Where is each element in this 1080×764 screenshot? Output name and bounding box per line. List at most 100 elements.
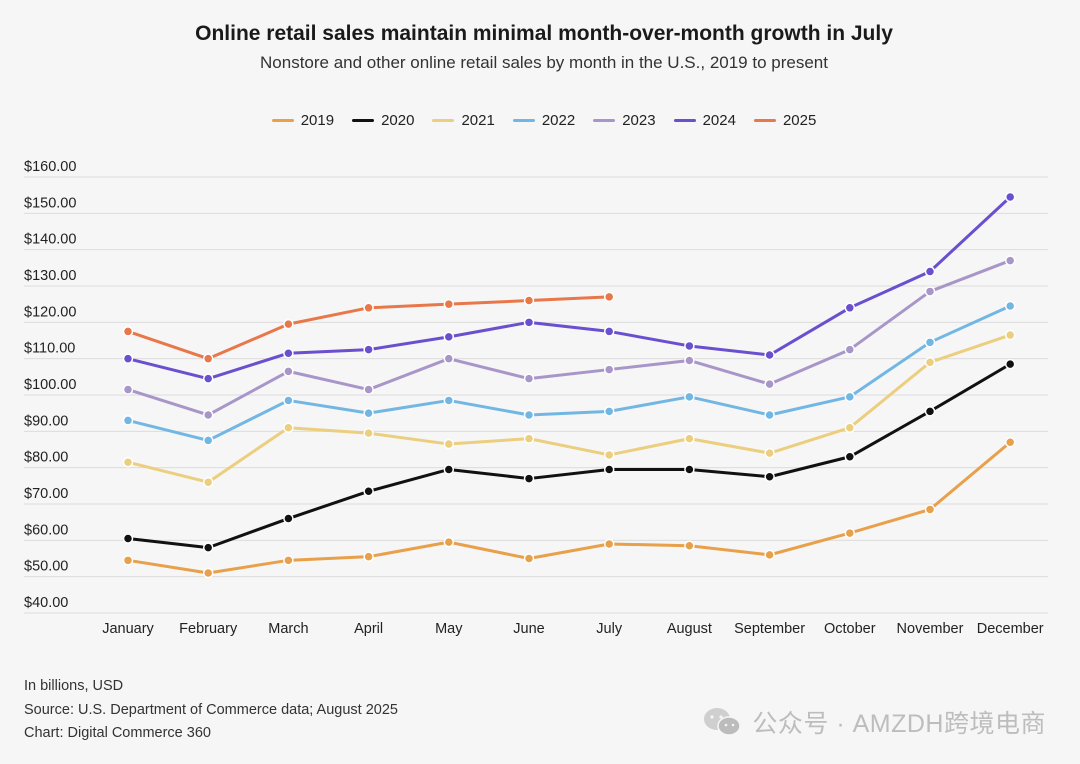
data-point-2019[interactable]: [122, 555, 134, 566]
data-point-2025[interactable]: [443, 298, 455, 310]
series-line-2024: [126, 195, 1012, 381]
data-point-2024[interactable]: [363, 344, 374, 355]
data-point-2025[interactable]: [283, 318, 294, 330]
data-point-2024[interactable]: [523, 317, 535, 328]
y-tick-label: $90.00: [24, 413, 68, 429]
data-point-2021[interactable]: [603, 449, 615, 461]
data-point-2022[interactable]: [764, 409, 775, 421]
data-point-2022[interactable]: [1004, 300, 1016, 312]
data-point-2022[interactable]: [844, 391, 856, 403]
legend-item-2025[interactable]: 2025: [753, 112, 817, 129]
data-point-2022[interactable]: [603, 406, 615, 417]
data-point-2020[interactable]: [764, 471, 775, 482]
data-point-2025[interactable]: [202, 353, 214, 364]
data-point-2023[interactable]: [684, 355, 695, 366]
data-point-2022[interactable]: [684, 391, 695, 403]
data-point-2021[interactable]: [443, 438, 455, 450]
chart-subtitle: Nonstore and other online retail sales b…: [260, 53, 828, 72]
data-point-2019[interactable]: [363, 551, 374, 562]
data-point-2025[interactable]: [523, 295, 535, 306]
data-point-2020[interactable]: [523, 473, 535, 484]
data-point-2023[interactable]: [523, 373, 535, 384]
data-point-2021[interactable]: [523, 433, 535, 444]
data-point-2023[interactable]: [1004, 255, 1016, 266]
data-point-2019[interactable]: [924, 504, 936, 515]
data-point-2019[interactable]: [1004, 436, 1016, 448]
data-point-2021[interactable]: [764, 447, 775, 459]
data-point-2023[interactable]: [202, 409, 214, 421]
data-point-2019[interactable]: [764, 549, 775, 561]
legend-item-2024[interactable]: 2024: [673, 112, 736, 129]
data-point-2025[interactable]: [363, 302, 374, 314]
data-point-2025[interactable]: [603, 291, 615, 303]
data-point-2021[interactable]: [122, 456, 134, 468]
data-point-2021[interactable]: [202, 476, 214, 488]
y-tick-label: $130.00: [24, 268, 76, 284]
units-note: In billions, USD: [24, 678, 124, 694]
data-point-2019[interactable]: [202, 567, 214, 579]
data-point-2020[interactable]: [283, 513, 294, 524]
data-point-2023[interactable]: [443, 353, 455, 364]
data-point-2024[interactable]: [202, 373, 214, 384]
data-point-2023[interactable]: [844, 344, 856, 355]
series-line-2023: [126, 259, 1012, 417]
data-point-2024[interactable]: [684, 340, 695, 352]
data-point-2020[interactable]: [1004, 358, 1016, 370]
legend-item-2019[interactable]: 2019: [271, 112, 334, 129]
legend-item-2023[interactable]: 2023: [593, 112, 656, 129]
data-point-2022[interactable]: [363, 407, 374, 419]
data-point-2022[interactable]: [122, 415, 134, 426]
x-tick-label: November: [897, 621, 964, 637]
data-point-2021[interactable]: [684, 433, 695, 444]
data-point-2023[interactable]: [122, 384, 134, 395]
y-tick-label: $100.00: [24, 377, 76, 393]
data-point-2019[interactable]: [443, 536, 455, 548]
data-point-2024[interactable]: [443, 331, 455, 343]
series-line-2022: [126, 304, 1012, 442]
data-point-2023[interactable]: [283, 366, 294, 377]
data-point-2020[interactable]: [122, 533, 134, 544]
data-point-2021[interactable]: [363, 427, 374, 439]
legend-swatch: [753, 119, 776, 122]
data-point-2024[interactable]: [1004, 191, 1016, 203]
data-point-2022[interactable]: [443, 395, 455, 406]
data-point-2021[interactable]: [283, 422, 294, 433]
data-point-2020[interactable]: [684, 464, 695, 475]
y-tick-label: $50.00: [24, 559, 68, 575]
data-point-2023[interactable]: [603, 364, 615, 375]
data-point-2020[interactable]: [844, 451, 856, 463]
data-point-2019[interactable]: [684, 540, 695, 552]
data-point-2019[interactable]: [283, 555, 294, 566]
data-point-2020[interactable]: [603, 464, 615, 475]
data-point-2024[interactable]: [924, 266, 936, 277]
data-point-2021[interactable]: [844, 422, 856, 433]
data-point-2020[interactable]: [363, 486, 374, 497]
data-point-2024[interactable]: [844, 302, 856, 314]
data-point-2019[interactable]: [603, 538, 615, 550]
legend-label: 2025: [782, 112, 817, 129]
data-point-2023[interactable]: [363, 384, 374, 395]
data-point-2021[interactable]: [1004, 329, 1016, 341]
data-point-2024[interactable]: [603, 326, 615, 337]
data-point-2019[interactable]: [523, 553, 535, 564]
data-point-2024[interactable]: [122, 353, 134, 364]
legend-item-2022[interactable]: 2022: [512, 112, 575, 129]
data-point-2022[interactable]: [924, 337, 936, 348]
legend-item-2020[interactable]: 2020: [352, 112, 414, 129]
data-point-2022[interactable]: [283, 395, 294, 406]
data-point-2023[interactable]: [924, 286, 936, 297]
legend-label: 2024: [702, 112, 736, 129]
data-point-2025[interactable]: [122, 326, 134, 337]
data-point-2020[interactable]: [202, 542, 214, 553]
chart-credit: Chart: Digital Commerce 360: [24, 725, 211, 741]
data-point-2024[interactable]: [764, 349, 775, 361]
data-point-2019[interactable]: [844, 527, 856, 539]
data-point-2021[interactable]: [924, 357, 936, 368]
data-point-2022[interactable]: [202, 435, 214, 446]
data-point-2020[interactable]: [924, 406, 936, 417]
legend-item-2021[interactable]: 2021: [432, 112, 495, 129]
data-point-2020[interactable]: [443, 464, 455, 475]
data-point-2023[interactable]: [764, 378, 775, 390]
data-point-2024[interactable]: [283, 347, 294, 359]
data-point-2022[interactable]: [523, 409, 535, 421]
